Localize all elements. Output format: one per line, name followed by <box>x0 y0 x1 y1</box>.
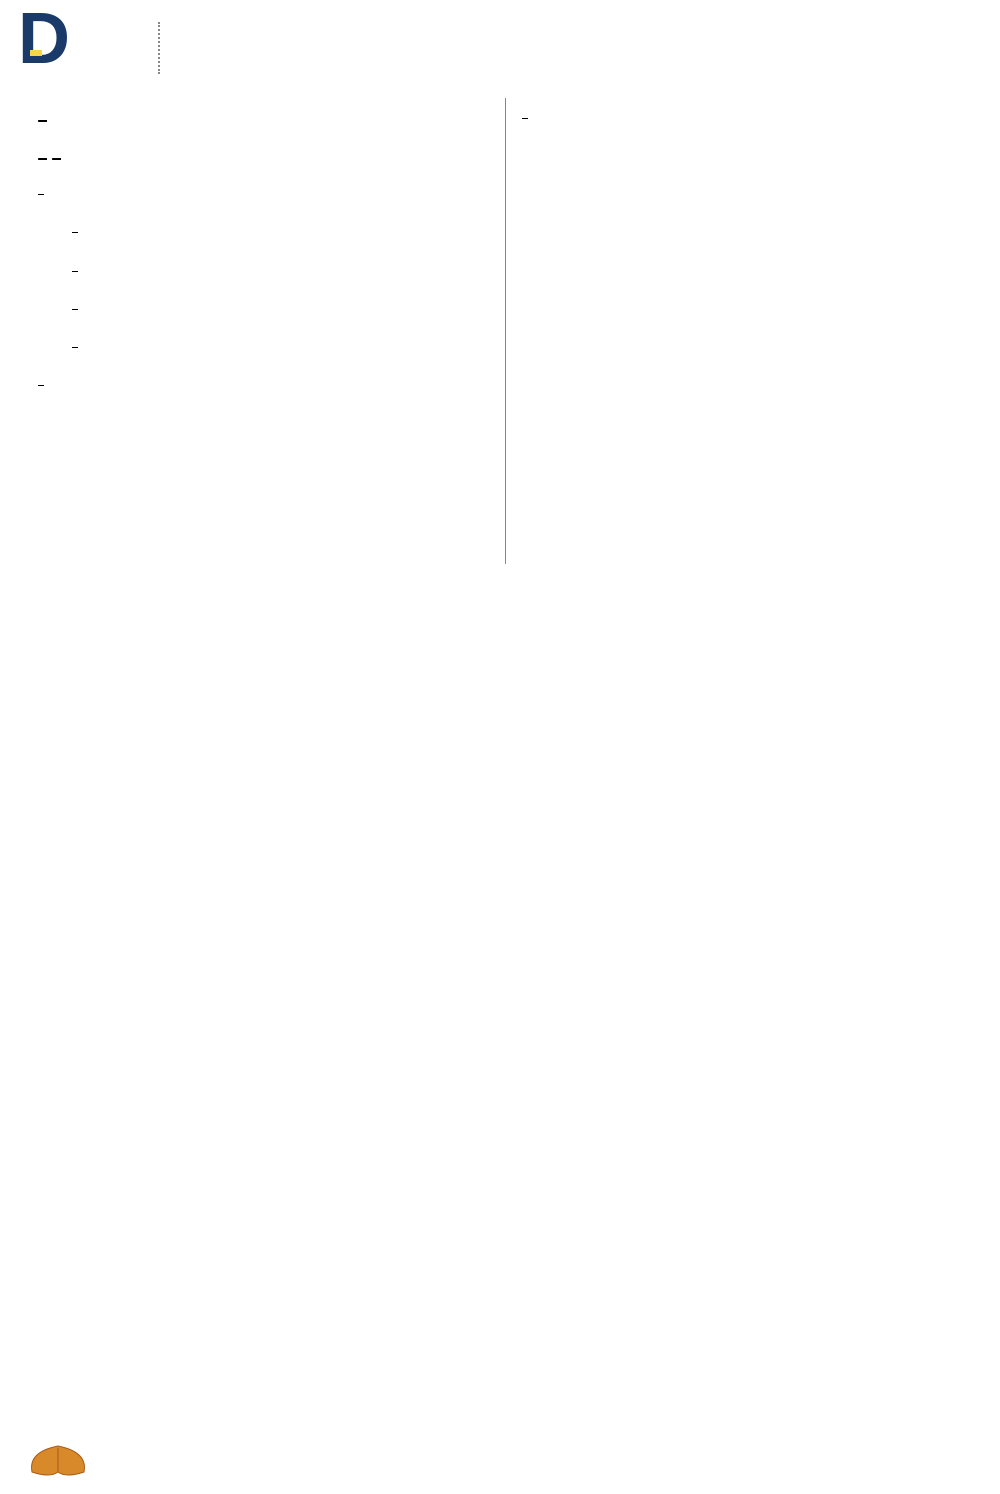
header-divider <box>158 22 160 74</box>
chart-17 <box>575 140 915 370</box>
logo-d-letter: D <box>18 0 70 80</box>
left-column <box>38 98 505 564</box>
header-subtitle <box>170 36 174 59</box>
leaf-icon <box>26 1442 90 1482</box>
logo-subject-badge <box>30 50 42 56</box>
frac-20-40 <box>522 118 528 119</box>
frac-a23a <box>72 347 78 348</box>
ch9-a23b <box>38 366 477 404</box>
ch9-f13 <box>38 251 477 289</box>
left-line-1 <box>38 98 477 136</box>
content-columns <box>0 90 1000 572</box>
ch9-f11 <box>38 213 477 251</box>
frac-a23b <box>38 385 44 386</box>
frac-1-3 <box>72 232 78 233</box>
ch9-a23a <box>38 328 477 366</box>
ch9-a17 <box>38 289 477 327</box>
frac-7-5 <box>72 309 78 310</box>
left-p20b <box>38 136 477 174</box>
logo-badge: D <box>18 12 108 82</box>
ch10-a16d <box>522 98 968 136</box>
page-header: D <box>0 0 1000 90</box>
chart-18 <box>575 374 915 564</box>
frac-2-5 <box>38 194 44 195</box>
right-column <box>505 98 972 564</box>
frac-1-9 <box>72 271 78 272</box>
left-p20g <box>38 175 477 213</box>
